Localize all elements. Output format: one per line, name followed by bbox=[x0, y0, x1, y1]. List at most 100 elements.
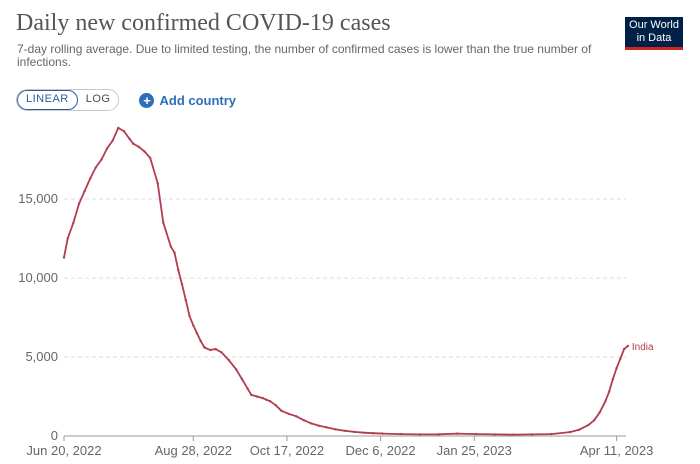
data-point bbox=[604, 400, 607, 403]
data-point bbox=[199, 340, 202, 343]
data-point bbox=[169, 245, 172, 248]
data-point bbox=[184, 298, 187, 302]
data-point bbox=[265, 398, 268, 401]
data-point bbox=[173, 251, 176, 254]
data-point bbox=[619, 357, 622, 360]
data-point bbox=[268, 400, 272, 403]
add-country-button[interactable]: + Add country bbox=[139, 92, 237, 108]
data-point bbox=[255, 395, 259, 398]
data-point bbox=[162, 221, 165, 224]
x-tick-label: Aug 28, 2022 bbox=[155, 443, 232, 458]
data-point bbox=[593, 419, 596, 422]
data-point bbox=[568, 430, 571, 434]
x-tick-label: Oct 17, 2022 bbox=[250, 443, 324, 458]
owid-logo[interactable]: Our World in Data bbox=[625, 17, 683, 50]
data-point bbox=[240, 377, 244, 381]
data-point bbox=[261, 396, 264, 400]
data-point bbox=[117, 126, 120, 130]
x-tick-label: Apr 11, 2023 bbox=[580, 443, 653, 458]
data-point bbox=[246, 387, 249, 390]
data-point bbox=[128, 137, 131, 141]
data-point bbox=[325, 426, 328, 429]
data-point bbox=[66, 237, 69, 240]
x-tick-label: Dec 6, 2022 bbox=[346, 443, 416, 458]
data-point bbox=[89, 177, 92, 180]
logo-line-1: Our World bbox=[629, 19, 679, 31]
data-point bbox=[437, 433, 440, 436]
data-point bbox=[83, 189, 86, 193]
y-tick-label: 10,000 bbox=[18, 270, 58, 285]
data-point bbox=[100, 158, 103, 161]
data-point bbox=[94, 166, 98, 169]
data-point bbox=[77, 202, 81, 205]
data-point bbox=[235, 368, 238, 371]
data-point bbox=[62, 256, 66, 259]
chart-controls: LINEAR LOG + Add country bbox=[16, 89, 236, 111]
y-gridlines bbox=[64, 198, 626, 437]
data-point bbox=[317, 424, 320, 427]
data-point bbox=[208, 348, 212, 352]
data-point bbox=[280, 409, 283, 412]
data-point bbox=[295, 415, 298, 418]
data-point bbox=[195, 332, 199, 335]
series-line-india[interactable] bbox=[63, 127, 629, 436]
chart-title: Daily new confirmed COVID-19 cases bbox=[16, 10, 391, 36]
data-point bbox=[343, 429, 347, 432]
data-point bbox=[192, 324, 195, 327]
data-point bbox=[310, 422, 313, 425]
series-layer: India bbox=[62, 126, 654, 436]
data-point bbox=[400, 432, 403, 436]
y-tick-label: 15,000 bbox=[18, 191, 58, 206]
data-point bbox=[122, 129, 126, 133]
data-point bbox=[137, 145, 141, 149]
data-point bbox=[302, 419, 305, 422]
data-point bbox=[381, 432, 384, 435]
data-point bbox=[143, 150, 146, 153]
data-point bbox=[611, 377, 615, 381]
data-point bbox=[180, 283, 184, 286]
add-country-label: Add country bbox=[159, 92, 237, 108]
scale-toggle: LINEAR LOG bbox=[16, 89, 120, 111]
data-point bbox=[250, 393, 253, 397]
data-point bbox=[578, 428, 581, 431]
data-point bbox=[512, 433, 515, 436]
data-point bbox=[362, 431, 365, 434]
series-label-india[interactable]: India bbox=[632, 342, 654, 353]
plus-circle-icon: + bbox=[139, 92, 155, 108]
data-point bbox=[493, 433, 497, 436]
data-point bbox=[227, 359, 231, 362]
data-point bbox=[105, 147, 109, 150]
data-point bbox=[287, 412, 290, 416]
y-tick-label: 0 bbox=[51, 428, 58, 443]
data-point bbox=[132, 142, 135, 145]
data-point bbox=[587, 423, 590, 427]
x-axis-ticks: Jun 20, 2022 Aug 28, 2022 Oct 17, 2022 Dec … bbox=[26, 436, 653, 458]
data-point bbox=[111, 139, 114, 142]
data-point bbox=[615, 366, 618, 370]
data-point bbox=[274, 404, 277, 407]
data-point bbox=[549, 432, 553, 436]
y-tick-label: 5,000 bbox=[25, 349, 58, 364]
data-point bbox=[371, 432, 375, 435]
linear-scale-button[interactable]: LINEAR bbox=[17, 90, 78, 110]
data-point bbox=[626, 344, 630, 348]
data-point bbox=[418, 433, 422, 436]
x-tick-label: Jun 20, 2022 bbox=[26, 443, 101, 458]
log-scale-button[interactable]: LOG bbox=[77, 90, 119, 110]
data-point bbox=[598, 411, 601, 414]
chart-subtitle: 7-day rolling average. Due to limited te… bbox=[17, 42, 592, 69]
data-point bbox=[474, 432, 478, 436]
y-axis-ticks: 0 5,000 10,000 15,000 bbox=[18, 191, 58, 443]
data-point bbox=[188, 314, 191, 318]
logo-line-2: in Data bbox=[636, 32, 672, 44]
data-point bbox=[531, 433, 534, 436]
data-point bbox=[622, 347, 626, 351]
data-point bbox=[214, 347, 217, 351]
data-point bbox=[607, 390, 611, 393]
data-point bbox=[72, 221, 75, 224]
data-point bbox=[203, 346, 206, 349]
data-point bbox=[177, 268, 180, 272]
data-point bbox=[220, 351, 223, 354]
data-point bbox=[149, 156, 152, 160]
